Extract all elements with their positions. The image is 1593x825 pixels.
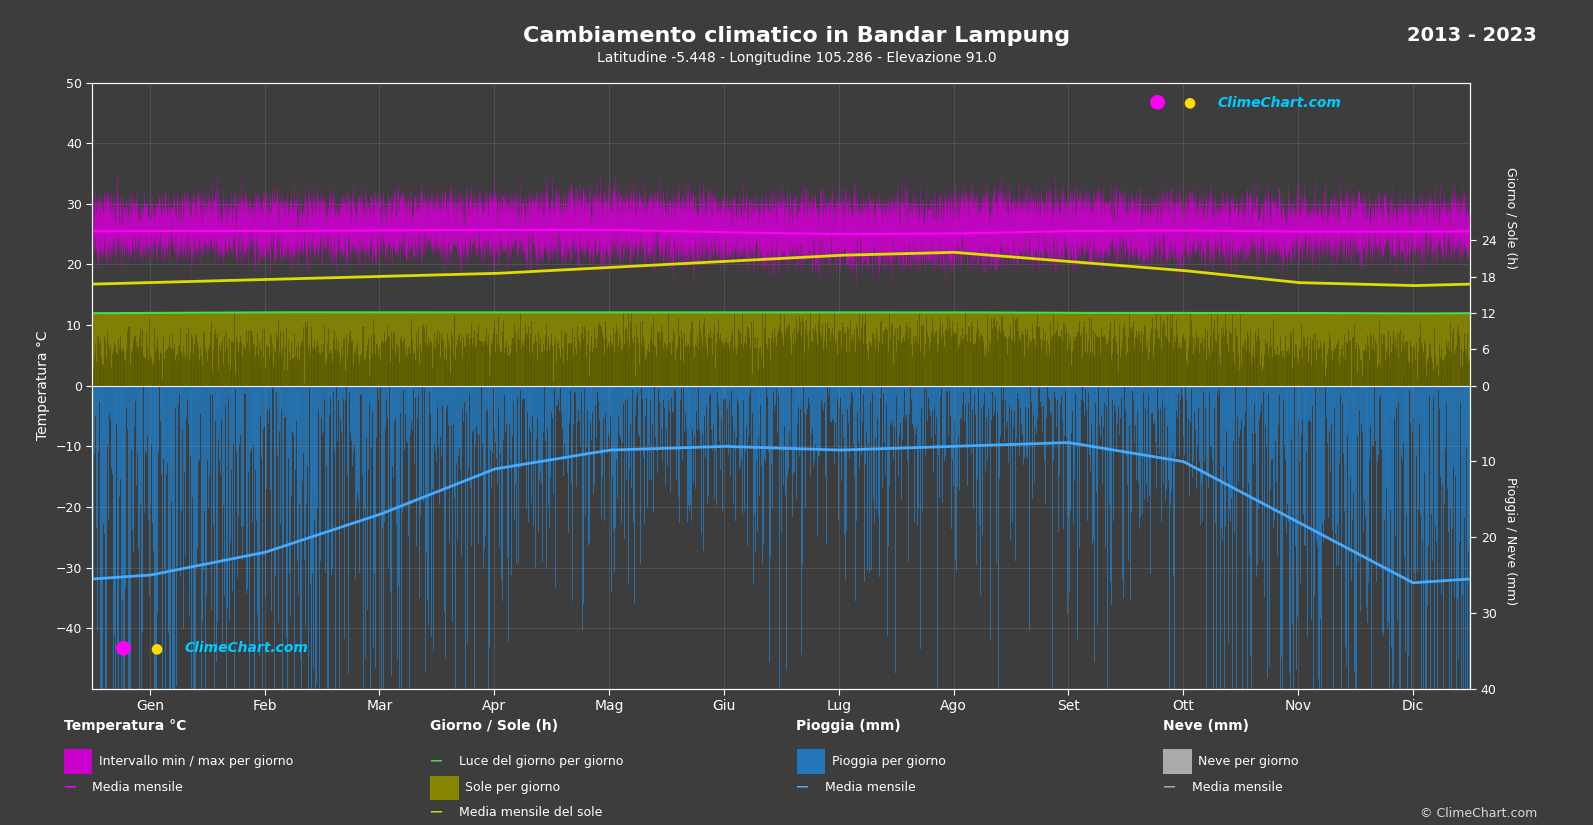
Text: ClimeChart.com: ClimeChart.com bbox=[185, 642, 307, 656]
Text: ●: ● bbox=[1184, 96, 1195, 110]
Text: ─: ─ bbox=[430, 804, 441, 822]
Text: Neve (mm): Neve (mm) bbox=[1163, 719, 1249, 733]
Text: ●: ● bbox=[115, 638, 132, 657]
Text: ─: ─ bbox=[1163, 779, 1174, 797]
Text: Latitudine -5.448 - Longitudine 105.286 - Elevazione 91.0: Latitudine -5.448 - Longitudine 105.286 … bbox=[597, 51, 996, 65]
Text: ─: ─ bbox=[796, 779, 808, 797]
Y-axis label: Giorno / Sole (h)                                                    Pioggia / N: Giorno / Sole (h) Pioggia / N bbox=[1504, 167, 1518, 605]
Text: ─: ─ bbox=[430, 752, 441, 771]
Text: Temperatura °C: Temperatura °C bbox=[64, 719, 186, 733]
Text: Luce del giorno per giorno: Luce del giorno per giorno bbox=[459, 755, 623, 768]
Text: Media mensile: Media mensile bbox=[92, 781, 183, 794]
Text: Sole per giorno: Sole per giorno bbox=[465, 781, 561, 794]
Text: Giorno / Sole (h): Giorno / Sole (h) bbox=[430, 719, 558, 733]
Text: Media mensile: Media mensile bbox=[1192, 781, 1282, 794]
Text: ●: ● bbox=[150, 642, 162, 656]
Text: © ClimeChart.com: © ClimeChart.com bbox=[1419, 807, 1537, 820]
Y-axis label: Temperatura °C: Temperatura °C bbox=[37, 331, 49, 441]
Text: Pioggia (mm): Pioggia (mm) bbox=[796, 719, 902, 733]
Text: Pioggia per giorno: Pioggia per giorno bbox=[832, 755, 945, 768]
Text: Neve per giorno: Neve per giorno bbox=[1198, 755, 1298, 768]
Text: 2013 - 2023: 2013 - 2023 bbox=[1408, 26, 1537, 45]
Text: ●: ● bbox=[1149, 92, 1166, 111]
Text: ClimeChart.com: ClimeChart.com bbox=[1217, 96, 1341, 110]
Text: Intervallo min / max per giorno: Intervallo min / max per giorno bbox=[99, 755, 293, 768]
Text: Cambiamento climatico in Bandar Lampung: Cambiamento climatico in Bandar Lampung bbox=[523, 26, 1070, 46]
Text: Media mensile del sole: Media mensile del sole bbox=[459, 806, 602, 819]
Text: ─: ─ bbox=[64, 779, 75, 797]
Text: Media mensile: Media mensile bbox=[825, 781, 916, 794]
